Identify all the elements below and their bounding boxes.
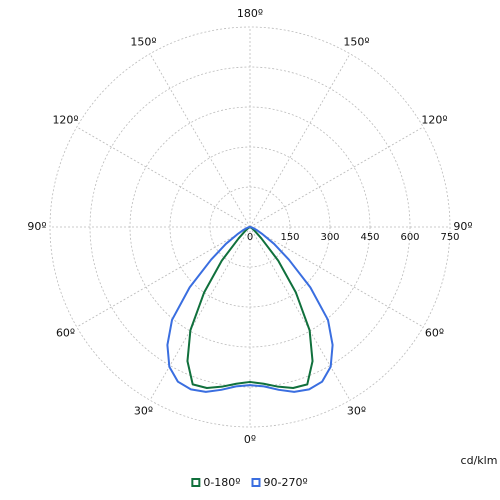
- unit-label: cd/klm: [461, 454, 498, 467]
- grid-ring: [89, 66, 411, 388]
- r-tick-label: 750: [440, 232, 459, 243]
- grid-ring: [169, 146, 331, 308]
- angle-label: 60º: [425, 327, 444, 340]
- r-tick-label: 450: [360, 232, 379, 243]
- grid-spoke: [249, 226, 424, 328]
- grid-ring: [49, 26, 451, 428]
- legend-swatch: [251, 478, 261, 487]
- grid-spoke: [249, 226, 351, 401]
- legend-label: 90-270º: [264, 476, 308, 489]
- r-tick-label: 300: [320, 232, 339, 243]
- grid-spoke: [249, 53, 351, 228]
- angle-label: 0º: [244, 433, 256, 446]
- grid-spoke: [76, 126, 251, 228]
- legend-swatch: [191, 478, 201, 487]
- grid-spoke: [76, 226, 251, 328]
- grid-spoke: [149, 226, 251, 401]
- angle-label: 120º: [52, 114, 78, 127]
- legend: 0-180º 90-270º: [191, 476, 308, 489]
- angle-label: 120º: [421, 114, 447, 127]
- r-tick-label: 0: [247, 232, 253, 243]
- series-line: [186, 226, 314, 389]
- angle-label: 30º: [134, 404, 153, 417]
- angle-label: 90º: [27, 220, 46, 233]
- angle-label: 60º: [56, 327, 75, 340]
- r-tick-label: 600: [400, 232, 419, 243]
- angle-label: 150º: [343, 36, 369, 49]
- grid-ring: [129, 106, 371, 348]
- grid-spoke: [249, 126, 424, 228]
- grid-ring: [209, 186, 291, 268]
- series-line: [166, 226, 334, 393]
- angle-label: 150º: [130, 36, 156, 49]
- angle-label: 90º: [453, 220, 472, 233]
- grid-spoke: [149, 53, 251, 228]
- angle-label: 180º: [237, 7, 263, 20]
- angle-label: 30º: [347, 404, 366, 417]
- r-tick-label: 150: [280, 232, 299, 243]
- legend-label: 0-180º: [203, 476, 240, 489]
